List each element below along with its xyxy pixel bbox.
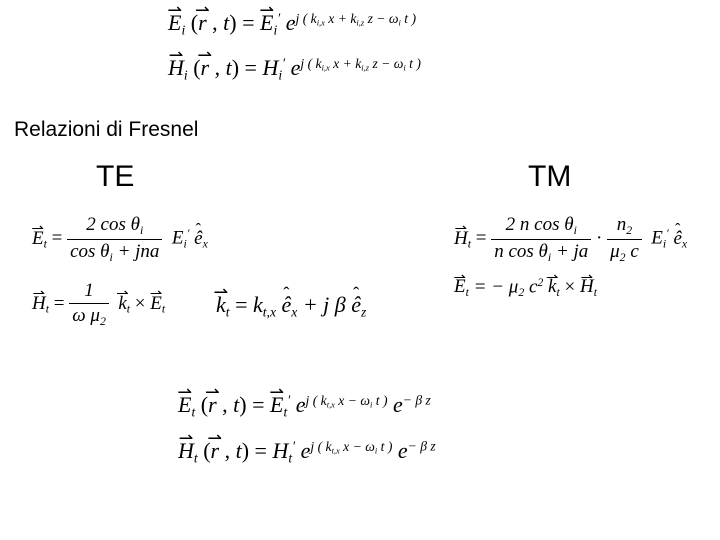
eqn-trans-H: ⇀Ht (⇀r , t) = Ht′ ej ( kt,x x − ωi t ) …: [178, 438, 436, 466]
eqn-incident-H: ⇀Hi (⇀r , t) = Hi′ ej ( ki,x x + ki,z z …: [168, 55, 421, 83]
eqn-incident-E: ⇀Ei (⇀r , t) = ⇀Ei′ ej ( ki,x x + ki,z z…: [168, 10, 416, 38]
eqn-tm-Ht: ⇀Ht = 2 n cos θi n cos θi + ja · n2 μ2 c…: [454, 214, 687, 265]
label-te: TE: [96, 160, 134, 194]
eqn-trans-E: ⇀Et (⇀r , t) = ⇀Et′ ej ( kt,x x − ωi t )…: [178, 392, 431, 420]
eqn-tm-Et: ⇀Et = − μ2 c2 ⇀kt × ⇀Ht: [454, 276, 597, 300]
label-tm: TM: [528, 160, 571, 194]
eqn-te-Ht: ⇀Ht = 1 ω μ2 ⇀kt × ⇀Et: [32, 280, 165, 329]
section-title: Relazioni di Fresnel: [14, 118, 198, 142]
eqn-kt: ⇀kt = kt,x ˆêx + j β ˆêz: [216, 292, 366, 320]
eqn-te-Et: ⇀Et = 2 cos θi cos θi + jna Ei′ ˆêx: [32, 214, 208, 265]
